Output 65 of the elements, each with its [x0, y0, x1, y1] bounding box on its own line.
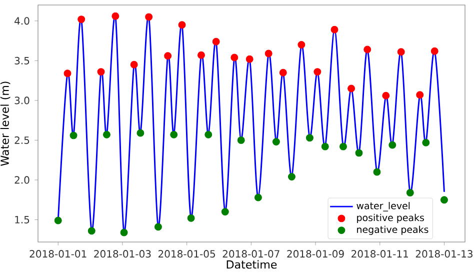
point — [246, 55, 254, 63]
y-tick-label: 3.0 — [14, 96, 30, 104]
x-tick-label: 2018-01-13 — [416, 250, 472, 258]
legend-label: negative peaks — [357, 226, 428, 235]
point — [279, 68, 287, 76]
point — [416, 91, 424, 99]
point — [178, 21, 186, 29]
point — [204, 130, 212, 138]
point — [440, 196, 448, 204]
legend-label: positive peaks — [357, 214, 424, 223]
x-tick-label: 2018-01-05 — [158, 250, 215, 258]
point — [288, 173, 296, 181]
point — [136, 129, 144, 137]
point — [397, 48, 405, 56]
point — [170, 130, 178, 138]
x-tick-label: 2018-01-03 — [94, 250, 151, 258]
point — [237, 136, 245, 144]
point — [355, 149, 363, 157]
point — [120, 228, 128, 236]
point — [97, 68, 105, 76]
point — [330, 26, 338, 34]
x-axis-title: Datetime — [226, 260, 277, 269]
point — [54, 216, 62, 224]
x-tick-label: 2018-01-11 — [352, 250, 408, 258]
y-tick-label: 4.0 — [14, 17, 30, 25]
y-tick-label: 2.5 — [14, 136, 30, 144]
x-tick-label: 2018-01-09 — [287, 250, 344, 258]
point — [64, 70, 72, 78]
point — [164, 52, 172, 60]
point — [254, 194, 262, 202]
point — [264, 50, 272, 58]
point — [197, 51, 205, 59]
x-tick-label: 2018-01-07 — [222, 250, 280, 258]
point — [406, 188, 414, 196]
point — [321, 142, 329, 150]
point — [145, 13, 153, 21]
point — [88, 227, 96, 235]
point — [78, 16, 86, 24]
point — [373, 168, 381, 176]
y-axis-title: Water level (m) — [0, 82, 10, 166]
point — [298, 41, 306, 48]
point — [187, 214, 195, 222]
point — [212, 38, 220, 46]
point — [348, 84, 356, 92]
point — [221, 208, 229, 216]
point — [314, 68, 322, 76]
y-tick-label: 1.5 — [15, 216, 30, 224]
point — [112, 12, 120, 20]
point — [339, 142, 347, 150]
point — [154, 223, 162, 231]
point — [382, 92, 390, 100]
point — [422, 138, 430, 146]
point — [364, 46, 372, 54]
point — [130, 60, 138, 68]
y-tick-label: 2.0 — [14, 176, 30, 184]
point — [306, 134, 314, 142]
point — [388, 141, 396, 149]
y-tick-label: 3.5 — [14, 56, 30, 64]
legend-label: water_level — [356, 202, 410, 212]
point — [102, 130, 110, 138]
point — [272, 138, 280, 146]
point — [70, 132, 78, 140]
x-tick-label: 2018-01-01 — [30, 250, 86, 258]
point — [430, 47, 438, 55]
point — [230, 54, 238, 62]
